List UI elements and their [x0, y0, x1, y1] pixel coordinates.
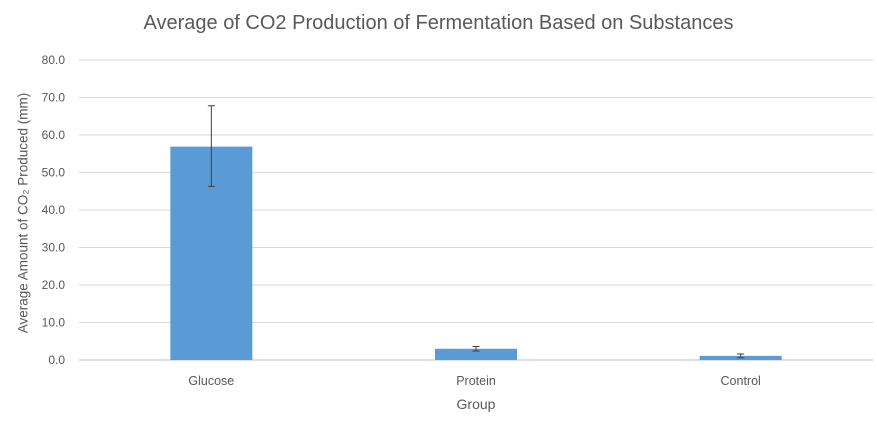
y-tick-label: 20.0	[42, 278, 66, 292]
y-tick-label: 10.0	[42, 316, 66, 330]
y-tick-label: 0.0	[48, 353, 65, 367]
x-axis-label: Group	[456, 396, 496, 412]
y-tick-label: 30.0	[42, 241, 66, 255]
y-tick-label: 40.0	[42, 203, 66, 217]
x-tick-label: Protein	[456, 374, 496, 388]
y-tick-label: 60.0	[42, 128, 66, 142]
x-tick-label: Glucose	[188, 374, 234, 388]
x-tick-label: Control	[721, 374, 761, 388]
y-tick-label: 80.0	[42, 53, 66, 67]
chart-title: Average of CO2 Production of Fermentatio…	[143, 12, 734, 34]
bar-protein	[435, 348, 517, 360]
y-tick-label: 50.0	[42, 166, 66, 180]
y-tick-label: 70.0	[42, 91, 66, 105]
